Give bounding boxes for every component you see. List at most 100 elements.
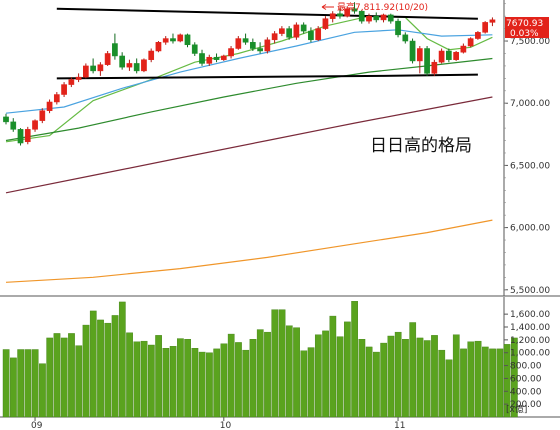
- overlay-annotation: 日日高的格局: [370, 136, 472, 156]
- candle: [395, 18, 401, 38]
- volume-bar: [496, 348, 504, 418]
- candle-body: [380, 14, 387, 21]
- volume-bar: [140, 340, 148, 418]
- candle: [286, 26, 292, 40]
- price-tick-label: 7,500.00: [510, 37, 550, 47]
- candle: [467, 37, 474, 48]
- volume-tick-label: 1,600.00: [510, 310, 550, 320]
- candle-body: [61, 84, 67, 95]
- candle-body: [431, 61, 438, 74]
- candle-body: [17, 129, 24, 144]
- candle-body: [162, 38, 169, 43]
- candle: [220, 54, 227, 61]
- candle: [10, 118, 17, 132]
- candle: [431, 59, 438, 76]
- volume-bar: [409, 322, 417, 418]
- candle: [460, 43, 467, 54]
- candle-body: [416, 48, 423, 62]
- candle: [90, 58, 96, 74]
- volume-bar: [416, 337, 424, 418]
- candle-body: [3, 116, 9, 123]
- candle: [416, 46, 423, 74]
- volume-bar: [126, 332, 133, 418]
- volume-bar: [329, 315, 337, 418]
- volume-bar: [307, 347, 315, 418]
- volume-bar: [82, 324, 90, 418]
- candle-body: [83, 65, 89, 78]
- volume-bar: [503, 344, 511, 418]
- candle-body: [112, 43, 118, 57]
- volume-bar: [191, 348, 199, 418]
- candle-body: [39, 110, 46, 121]
- candle: [104, 50, 111, 66]
- candle: [337, 8, 343, 19]
- candle-body: [75, 76, 82, 80]
- candle: [112, 33, 118, 60]
- volume-bar: [147, 344, 155, 418]
- candle: [351, 2, 358, 14]
- candle-body: [184, 34, 191, 46]
- volume-bar: [387, 335, 395, 418]
- candle-body: [467, 38, 474, 47]
- candle-body: [395, 20, 401, 36]
- candle: [358, 9, 365, 24]
- candle-body: [213, 56, 220, 60]
- candle-body: [249, 42, 256, 49]
- volume-unit-label: [x億]: [506, 403, 527, 415]
- candle-body: [300, 24, 307, 32]
- candle-body: [286, 28, 292, 38]
- date-tick-label: 09: [31, 421, 43, 430]
- volume-bar: [111, 315, 119, 418]
- candle-body: [351, 8, 358, 12]
- candle: [148, 48, 155, 63]
- candle-body: [424, 48, 430, 74]
- volume-tick-label: 1,200.00: [510, 336, 550, 346]
- volume-tick-label: 600.00: [510, 374, 542, 384]
- candle-body: [409, 40, 416, 62]
- candle-body: [402, 34, 409, 42]
- candle: [83, 63, 89, 79]
- candle: [75, 73, 82, 83]
- candle: [249, 38, 256, 51]
- candle-body: [46, 101, 53, 111]
- candle: [162, 36, 169, 45]
- volume-bar: [249, 339, 257, 418]
- volume-bar: [460, 348, 467, 418]
- candle-body: [90, 65, 96, 72]
- candle: [489, 17, 496, 27]
- candle: [170, 33, 176, 44]
- candle-body: [337, 13, 343, 17]
- volume-tick-label: 400.00: [510, 387, 542, 397]
- volume-bar: [68, 333, 75, 418]
- candle: [257, 42, 263, 54]
- volume-bar: [511, 337, 518, 418]
- volume-bar: [198, 351, 206, 418]
- volume-bar: [467, 341, 475, 418]
- candle-body: [148, 50, 155, 60]
- candle: [46, 99, 53, 114]
- candle: [373, 12, 380, 23]
- candle-body: [475, 32, 481, 39]
- candle-body: [308, 30, 314, 41]
- candle: [17, 128, 24, 146]
- price-tick-label: 6,500.00: [510, 161, 550, 171]
- candle: [264, 37, 271, 54]
- candle-body: [104, 53, 111, 65]
- volume-bar: [394, 331, 402, 418]
- volume-bar: [227, 333, 235, 418]
- candle: [387, 13, 394, 24]
- candle: [191, 42, 198, 56]
- candle: [329, 11, 336, 23]
- candle: [366, 13, 372, 24]
- candle-body: [460, 45, 467, 53]
- candle: [68, 77, 75, 88]
- volume-bar: [300, 350, 308, 418]
- candle: [155, 41, 162, 53]
- candle: [446, 48, 452, 63]
- volume-bar: [104, 322, 112, 418]
- volume-bar: [358, 339, 366, 418]
- candle-body: [53, 94, 60, 103]
- candle-body: [126, 63, 133, 68]
- volume-tick-label: 800.00: [510, 362, 542, 372]
